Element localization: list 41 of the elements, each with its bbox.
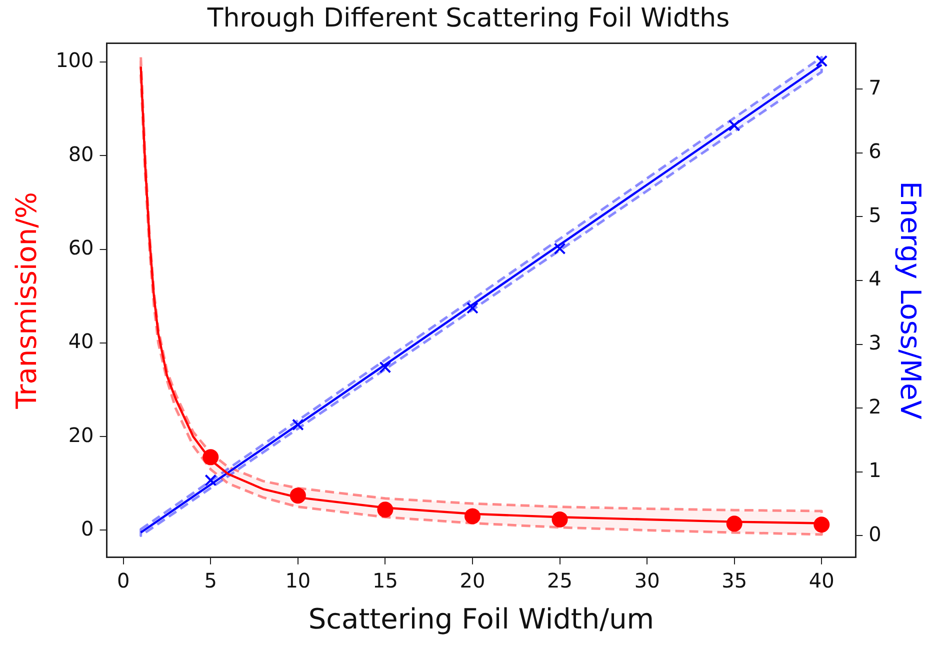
point (290, 488, 306, 504)
x-tick-label: 40 (808, 568, 834, 593)
x-tick-label: 35 (722, 568, 748, 593)
point (816, 55, 828, 68)
y-axis-title: Transmission/% (10, 192, 44, 410)
y2-tick-label: 5 (868, 202, 882, 227)
y2-axis-title: Energy Loss/MeV (894, 181, 927, 420)
y-tick-label: 20 (68, 422, 94, 447)
x-tick-label: 5 (204, 568, 218, 593)
x-tick-label: 15 (372, 568, 398, 593)
point (202, 449, 219, 466)
y2-tick-label: 7 (868, 75, 882, 100)
point (554, 242, 566, 255)
y2-tick-label: 0 (868, 522, 882, 546)
x-axis-title: Scattering Foil Width/um (308, 602, 654, 636)
y-tick-label: 60 (68, 235, 94, 260)
y2-tick-label: 2 (868, 394, 882, 418)
y-tick-label: 0 (81, 516, 94, 540)
y-tick-label: 100 (56, 48, 94, 72)
point (726, 516, 742, 532)
point (466, 302, 478, 314)
point (377, 502, 394, 518)
x-tick-label: 0 (116, 568, 130, 593)
x-tick-label: 30 (634, 568, 660, 593)
point (464, 508, 480, 524)
x-tick-label: 20 (460, 568, 486, 593)
point (552, 511, 568, 528)
point (204, 474, 217, 486)
x-tick-label: 25 (547, 568, 573, 593)
y2-tick-label: 6 (868, 139, 882, 164)
point (728, 120, 740, 132)
x-tick-label: 10 (285, 568, 311, 593)
y2-tick-label: 4 (868, 266, 882, 291)
y-tick-label: 40 (68, 329, 94, 354)
chart-title: Through Different Scattering Foil Widths (206, 3, 730, 34)
point (292, 418, 304, 431)
y2-tick-label: 3 (868, 330, 882, 355)
point (379, 361, 392, 374)
y2-tick-label: 1 (868, 458, 882, 482)
y-tick-label: 80 (68, 142, 94, 166)
point (814, 516, 830, 533)
